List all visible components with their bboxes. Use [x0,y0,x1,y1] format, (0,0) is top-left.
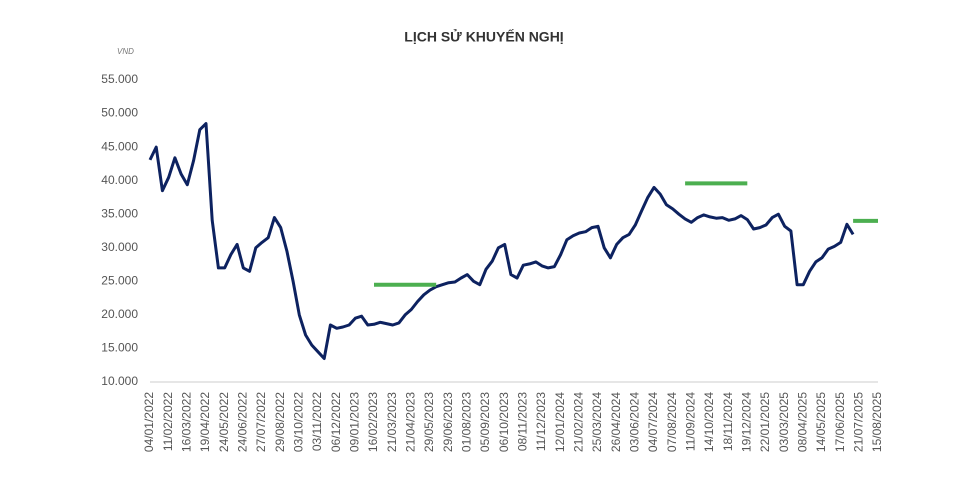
x-tick-label: 21/04/2023 [404,392,418,452]
x-tick-label: 09/01/2023 [348,392,362,452]
x-tick-label: 08/04/2025 [796,392,810,452]
x-tick-label: 16/03/2022 [180,392,194,452]
x-tick-label: 03/06/2024 [628,392,642,452]
x-tick-label: 04/01/2022 [142,392,156,452]
x-tick-label: 26/04/2024 [609,392,623,452]
y-tick-label: 35.000 [101,206,138,220]
x-tick-label: 04/07/2024 [646,392,660,452]
x-tick-label: 06/12/2022 [329,392,343,452]
x-tick-label: 16/02/2023 [366,392,380,452]
x-tick-label: 03/03/2025 [777,392,791,452]
x-tick-label: 18/11/2024 [721,392,735,451]
x-tick-label: 29/05/2023 [422,392,436,452]
x-tick-label: 03/11/2022 [310,392,324,451]
x-tick-label: 21/03/2023 [385,392,399,452]
y-tick-label: 40.000 [101,173,138,187]
x-tick-label: 19/04/2022 [198,392,212,452]
y-tick-label: 10.000 [101,374,138,388]
x-tick-label: 27/07/2022 [254,392,268,452]
x-tick-label: 24/06/2022 [236,392,250,452]
y-tick-label: 45.000 [101,139,138,153]
x-tick-label: 25/03/2024 [590,392,604,452]
x-tick-label: 29/08/2022 [273,392,287,452]
y-tick-label: 25.000 [101,274,138,288]
chart-title: LỊCH SỬ KHUYẾN NGHỊ [404,28,563,45]
x-tick-label: 11/02/2022 [161,392,175,451]
x-tick-label: 05/09/2023 [478,392,492,452]
x-tick-label: 17/06/2025 [833,392,847,452]
y-axis-unit: VND [117,47,134,56]
x-tick-label: 15/08/2025 [870,392,884,452]
y-tick-label: 55.000 [101,72,138,86]
y-tick-label: 30.000 [101,240,138,254]
x-tick-label: 07/08/2024 [665,392,679,452]
line-series [374,181,878,287]
x-tick-label: 21/07/2025 [852,392,866,452]
x-tick-label: 08/11/2023 [516,392,530,451]
x-tick-label: 19/12/2024 [740,392,754,452]
y-tick-label: 20.000 [101,307,138,321]
x-tick-label: 29/06/2023 [441,392,455,452]
y-tick-label: 15.000 [101,341,138,355]
x-tick-label: 01/08/2023 [460,392,474,452]
x-tick-label: 21/02/2024 [572,392,586,452]
x-tick-label: 03/10/2022 [292,392,306,452]
x-tick-label: 14/05/2025 [814,392,828,452]
x-tick-label: 22/01/2025 [758,392,772,452]
x-tick-label: 11/09/2024 [684,392,698,451]
x-tick-label: 06/10/2023 [497,392,511,452]
x-tick-label: 14/10/2024 [702,392,716,452]
x-tick-label: 11/12/2023 [534,392,548,451]
x-tick-label: 24/05/2022 [217,392,231,452]
y-tick-label: 50.000 [101,106,138,120]
line-series [148,122,855,360]
x-tick-label: 12/01/2024 [553,392,567,452]
